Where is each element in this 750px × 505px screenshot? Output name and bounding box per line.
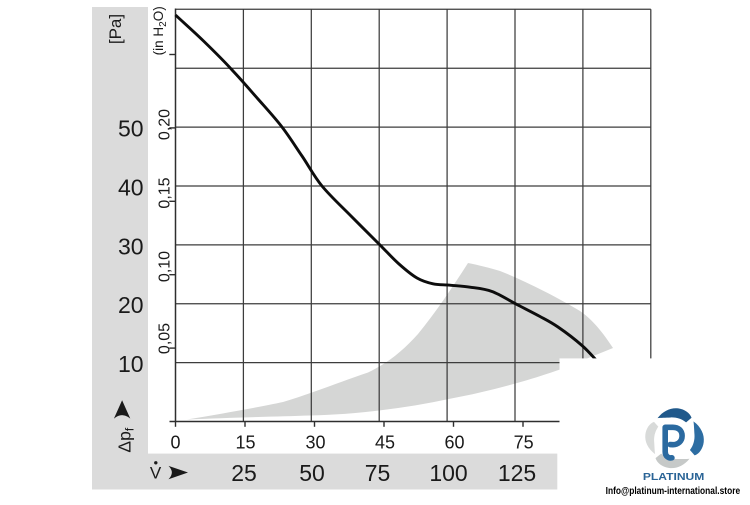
svg-text:75: 75 [514,433,534,453]
svg-text:PLATINUM: PLATINUM [643,471,705,483]
svg-text:0,20: 0,20 [157,109,174,140]
svg-text:[Pa]: [Pa] [106,14,125,44]
svg-text:30: 30 [305,433,325,453]
svg-text:100: 100 [429,460,467,486]
svg-text:0,05: 0,05 [157,323,174,354]
svg-text:45: 45 [375,433,395,453]
svg-text:30: 30 [118,233,144,259]
svg-text:Info@platinum-international.st: Info@platinum-international.store [606,485,741,497]
svg-text:V: V [150,463,162,482]
svg-text:50: 50 [299,460,325,486]
svg-text:0,10: 0,10 [157,251,174,282]
svg-text:0,15: 0,15 [157,177,174,208]
svg-text:15: 15 [235,433,255,453]
svg-text:0: 0 [170,433,180,453]
svg-text:125: 125 [498,460,536,486]
svg-text:(in H2O): (in H2O) [151,6,169,55]
svg-text:10: 10 [118,351,144,377]
svg-text:25: 25 [231,460,257,486]
svg-text:75: 75 [365,460,391,486]
svg-text:60: 60 [444,433,464,453]
svg-text:40: 40 [118,175,144,201]
svg-text:50: 50 [118,116,144,142]
svg-text:20: 20 [118,292,144,318]
